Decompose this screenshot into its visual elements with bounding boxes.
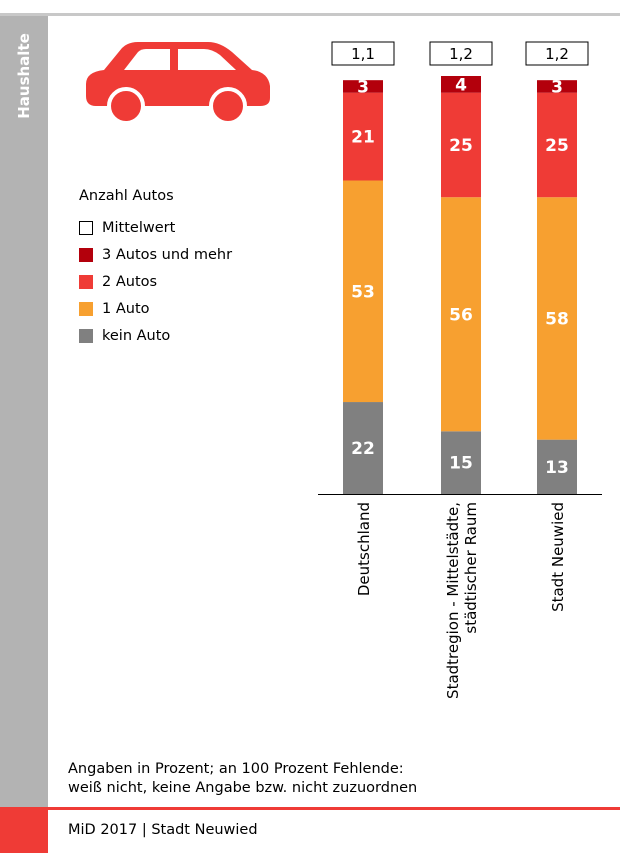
category-label: Stadt Neuwied xyxy=(549,502,567,612)
legend-label: 3 Autos und mehr xyxy=(102,246,233,263)
bar-segment xyxy=(343,80,383,93)
legend-item-3-autos: 3 Autos und mehr xyxy=(79,241,232,268)
data-label: 3 xyxy=(551,77,563,97)
legend-swatch-2-autos xyxy=(79,274,93,289)
data-label: 25 xyxy=(545,136,569,156)
footer-accent xyxy=(0,807,48,853)
data-label: 25 xyxy=(449,136,473,156)
top-rule xyxy=(0,13,620,16)
bar-segment xyxy=(537,92,577,198)
category-label: städtischer Raum xyxy=(462,502,480,634)
mean-value: 1,1 xyxy=(351,45,375,63)
footnote-line: Angaben in Prozent; an 100 Prozent Fehle… xyxy=(68,761,404,777)
data-label: 53 xyxy=(351,282,375,302)
data-label: 56 xyxy=(449,305,473,325)
legend-label: kein Auto xyxy=(102,327,171,344)
bar-segment xyxy=(537,439,577,494)
legend-item-2-autos: 2 Autos xyxy=(79,268,232,295)
footer-rule xyxy=(48,807,620,810)
bar-segment xyxy=(343,92,383,181)
legend-swatch-1-auto xyxy=(79,301,93,316)
data-label: 21 xyxy=(351,128,375,148)
legend-item-mittelwert: Mittelwert xyxy=(79,214,232,241)
data-label: 15 xyxy=(449,454,473,474)
mean-box xyxy=(525,41,589,66)
legend-item-1-auto: 1 Auto xyxy=(79,295,232,322)
footer-source: MiD 2017 | Stadt Neuwied xyxy=(68,822,258,838)
data-label: 22 xyxy=(351,439,375,459)
legend: Anzahl Autos Mittelwert 3 Autos und mehr… xyxy=(79,188,232,349)
category-label: Stadtregion - Mittelstädte, xyxy=(444,502,462,699)
bar-segment xyxy=(441,76,481,93)
side-bar xyxy=(0,16,48,807)
bar-segment xyxy=(441,197,481,432)
legend-swatch-mittelwert xyxy=(79,220,93,235)
legend-label: Mittelwert xyxy=(102,219,176,236)
bar-segment xyxy=(537,197,577,440)
mean-value: 1,2 xyxy=(449,45,473,63)
data-label: 58 xyxy=(545,309,569,329)
bar-segment xyxy=(441,92,481,198)
bar-segment xyxy=(343,180,383,403)
mean-box xyxy=(331,41,395,66)
bar-segment xyxy=(441,431,481,494)
legend-title: Anzahl Autos xyxy=(79,188,174,204)
category-label: Deutschland xyxy=(355,502,373,596)
legend-item-kein-auto: kein Auto xyxy=(79,322,232,349)
legend-label: 1 Auto xyxy=(102,300,150,317)
footnote: Angaben in Prozent; an 100 Prozent Fehle… xyxy=(68,760,417,798)
data-label: 4 xyxy=(455,75,467,95)
legend-label: 2 Autos xyxy=(102,273,158,290)
bar-segment xyxy=(343,402,383,494)
data-label: 13 xyxy=(545,458,569,478)
bar-segment xyxy=(537,80,577,93)
car-icon xyxy=(86,42,270,122)
mean-value: 1,2 xyxy=(545,45,569,63)
data-label: 3 xyxy=(357,77,369,97)
legend-swatch-kein-auto xyxy=(79,328,93,343)
legend-swatch-3-autos xyxy=(79,247,93,262)
footnote-line: weiß nicht, keine Angabe bzw. nicht zuzu… xyxy=(68,780,418,796)
mean-box xyxy=(429,41,493,66)
